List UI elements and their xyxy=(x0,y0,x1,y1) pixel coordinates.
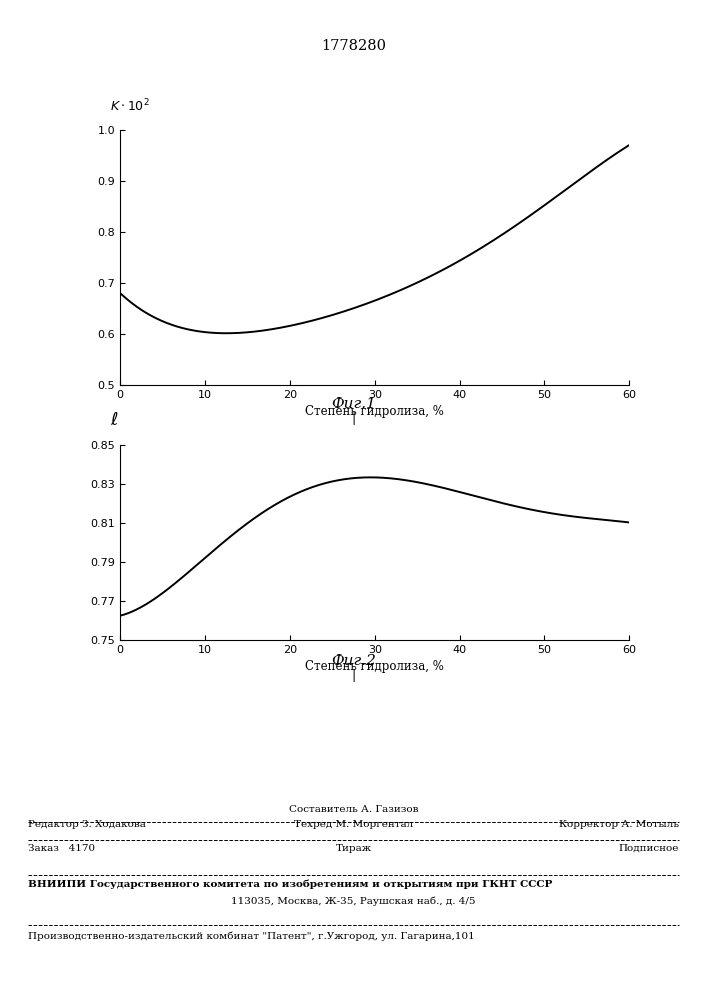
Text: Редактор З. Ходакова: Редактор З. Ходакова xyxy=(28,820,146,829)
Text: Заказ   4170: Заказ 4170 xyxy=(28,844,95,853)
Text: $\ell$: $\ell$ xyxy=(110,411,119,429)
Text: $K\cdot10^2$: $K\cdot10^2$ xyxy=(110,98,150,115)
X-axis label: Степень гидролиза, %: Степень гидролиза, % xyxy=(305,660,444,673)
Text: Подписное: Подписное xyxy=(619,844,679,853)
Text: 1778280: 1778280 xyxy=(321,39,386,53)
X-axis label: Степень гидролиза, %: Степень гидролиза, % xyxy=(305,405,444,418)
Text: |: | xyxy=(351,412,356,425)
Text: |: | xyxy=(351,669,356,682)
Text: ВНИИПИ Государственного комитета по изобретениям и открытиям при ГКНТ СССР: ВНИИПИ Государственного комитета по изоб… xyxy=(28,880,553,889)
Text: Фиг.2: Фиг.2 xyxy=(331,654,376,668)
Text: Тираж: Тираж xyxy=(335,844,372,853)
Text: Корректор А. Мотыль: Корректор А. Мотыль xyxy=(559,820,679,829)
Text: Фиг.1: Фиг.1 xyxy=(331,397,376,411)
Text: Производственно-издательский комбинат "Патент", г.Ужгород, ул. Гагарина,101: Производственно-издательский комбинат "П… xyxy=(28,932,475,941)
Text: Составитель А. Газизов: Составитель А. Газизов xyxy=(288,805,419,814)
Text: Техред М. Моргентал: Техред М. Моргентал xyxy=(294,820,413,829)
Text: 113035, Москва, Ж-35, Раушская наб., д. 4/5: 113035, Москва, Ж-35, Раушская наб., д. … xyxy=(231,896,476,906)
